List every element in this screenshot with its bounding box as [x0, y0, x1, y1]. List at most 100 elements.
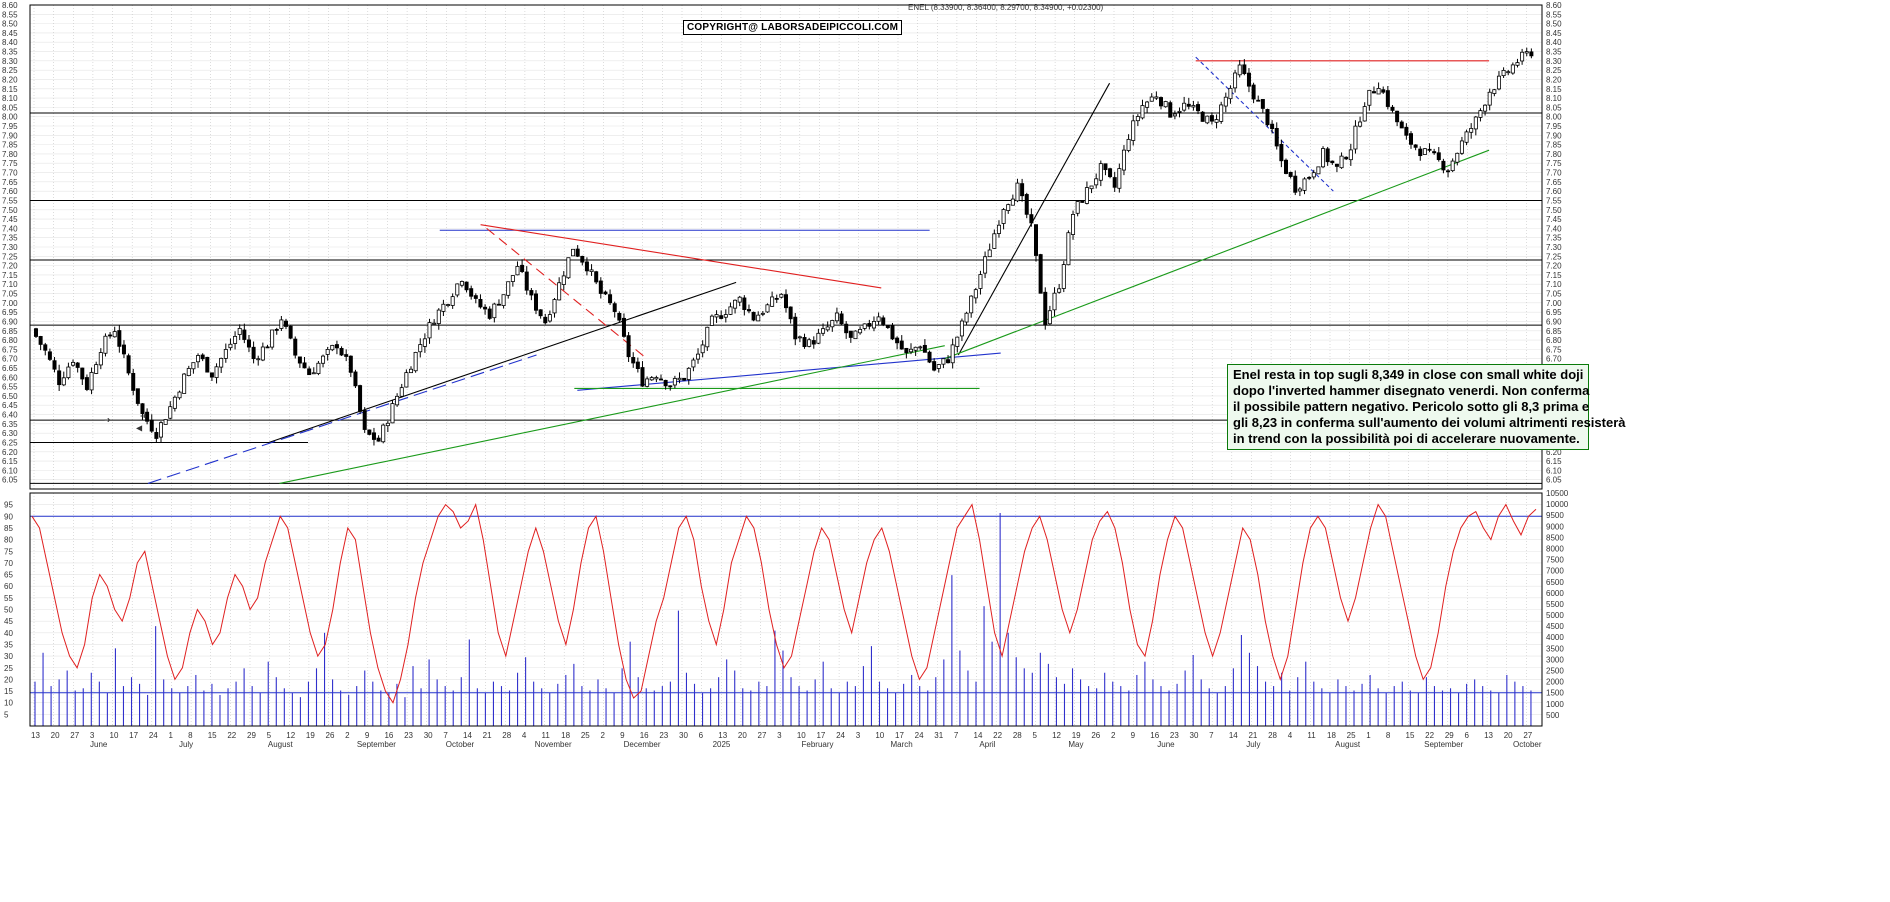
candle-body — [145, 411, 150, 422]
volume-tick-label: 8500 — [1546, 533, 1564, 542]
candle-body — [367, 429, 372, 435]
price-tick-label-left: 8.15 — [2, 85, 18, 94]
candle-body — [1473, 116, 1478, 130]
day-tick-label: 17 — [816, 731, 825, 740]
oscillator-tick-label: 90 — [4, 512, 13, 521]
oscillator-tick-label: 50 — [4, 606, 13, 615]
copyright-label: COPYRIGHT@ LABORSADEIPICCOLI.COM — [683, 20, 903, 35]
candle-body — [219, 357, 224, 368]
day-tick-label: 27 — [758, 731, 767, 740]
candle-body — [140, 403, 145, 414]
candle-body — [737, 296, 742, 303]
candle-body — [200, 354, 205, 360]
candle-body — [1061, 264, 1066, 289]
candle-body — [1260, 99, 1265, 109]
oscillator-tick-label: 55 — [4, 594, 13, 603]
price-tick-label-right: 6.05 — [1546, 476, 1562, 485]
candle-body — [538, 309, 543, 317]
price-tick-label-left: 8.55 — [2, 10, 18, 19]
buy-arrow-icon: ➜ — [140, 412, 147, 421]
day-tick-label: 14 — [1229, 731, 1238, 740]
candle-body — [677, 377, 682, 381]
candle-body — [547, 314, 552, 322]
candle-body — [941, 358, 946, 365]
candle-body — [237, 328, 242, 335]
candle-body — [1246, 72, 1251, 87]
candle-body — [1409, 133, 1414, 145]
day-tick-label: 5 — [267, 731, 272, 740]
oscillator-tick-label: 80 — [4, 536, 13, 545]
price-tick-label-left: 6.40 — [2, 411, 18, 420]
candle-body — [645, 378, 650, 387]
volume-tick-label: 7000 — [1546, 567, 1564, 576]
price-tick-label-left: 7.75 — [2, 159, 18, 168]
candle-body — [455, 283, 460, 296]
candle-body — [154, 432, 159, 439]
candle-body — [922, 344, 927, 353]
day-tick-label: 22 — [227, 731, 236, 740]
candle-body — [682, 377, 687, 381]
buy-arrow-icon: ➜ — [104, 415, 111, 424]
trendlines — [147, 56, 1490, 484]
candle-body — [719, 315, 724, 319]
candle-body — [66, 366, 71, 379]
volume-tick-label: 3500 — [1546, 644, 1564, 653]
candle-body — [492, 303, 497, 319]
candle-body — [575, 248, 580, 257]
volume-tick-label: 2500 — [1546, 667, 1564, 676]
price-tick-label-right: 7.40 — [1546, 224, 1562, 233]
price-tick-label-left: 8.35 — [2, 48, 18, 57]
volume-tick-label: 10000 — [1546, 500, 1569, 509]
price-tick-label-left: 8.10 — [2, 94, 18, 103]
candle-body — [696, 353, 701, 360]
price-tick-label-right: 8.05 — [1546, 103, 1562, 112]
candle-body — [584, 261, 589, 272]
candle-body — [821, 328, 826, 334]
candle-body — [242, 329, 247, 340]
oscillator-tick-label: 60 — [4, 582, 13, 591]
candle-body — [1200, 111, 1205, 122]
candle-body — [608, 294, 613, 304]
candle-body — [1339, 155, 1344, 169]
candle-body — [1228, 87, 1233, 100]
day-tick-label: 8 — [188, 731, 193, 740]
candle-body — [848, 330, 853, 338]
day-tick-label: 7 — [1209, 731, 1214, 740]
candle-body — [1242, 64, 1247, 75]
volume-tick-label: 5500 — [1546, 600, 1564, 609]
candle-body — [1029, 214, 1034, 224]
candle-body — [1395, 110, 1400, 123]
candle-body — [381, 424, 386, 443]
candle-body — [1358, 121, 1363, 127]
day-tick-label: 12 — [286, 731, 295, 740]
price-tick-label-left: 6.75 — [2, 345, 18, 354]
candle-body — [473, 295, 478, 299]
candle-body — [686, 367, 691, 380]
candle-body — [1057, 288, 1062, 293]
candle-body — [89, 372, 94, 391]
day-tick-label: 31 — [934, 731, 943, 740]
candle-body — [126, 355, 131, 374]
trendline-black — [957, 82, 1111, 356]
candle-body — [1205, 115, 1210, 124]
candle-body — [186, 368, 191, 377]
day-tick-label: 13 — [718, 731, 727, 740]
candle-body — [348, 355, 353, 373]
candle-body — [399, 387, 404, 397]
candle-body — [807, 339, 812, 347]
month-label: December — [624, 740, 661, 749]
sell-arrow-icon: ◀ — [136, 424, 143, 433]
candle-body — [746, 309, 751, 312]
candle-body — [61, 377, 66, 386]
candle-body — [330, 344, 335, 351]
candle-body — [1066, 232, 1071, 266]
candle-body — [1103, 163, 1108, 171]
candle-body — [131, 372, 136, 391]
candle-body — [802, 337, 807, 348]
price-tick-label-left: 6.15 — [2, 457, 18, 466]
candle-body — [797, 336, 802, 339]
candle-body — [816, 332, 821, 344]
candle-body — [307, 368, 312, 376]
analysis-note-line: il possibile pattern negativo. Pericolo … — [1233, 399, 1590, 414]
